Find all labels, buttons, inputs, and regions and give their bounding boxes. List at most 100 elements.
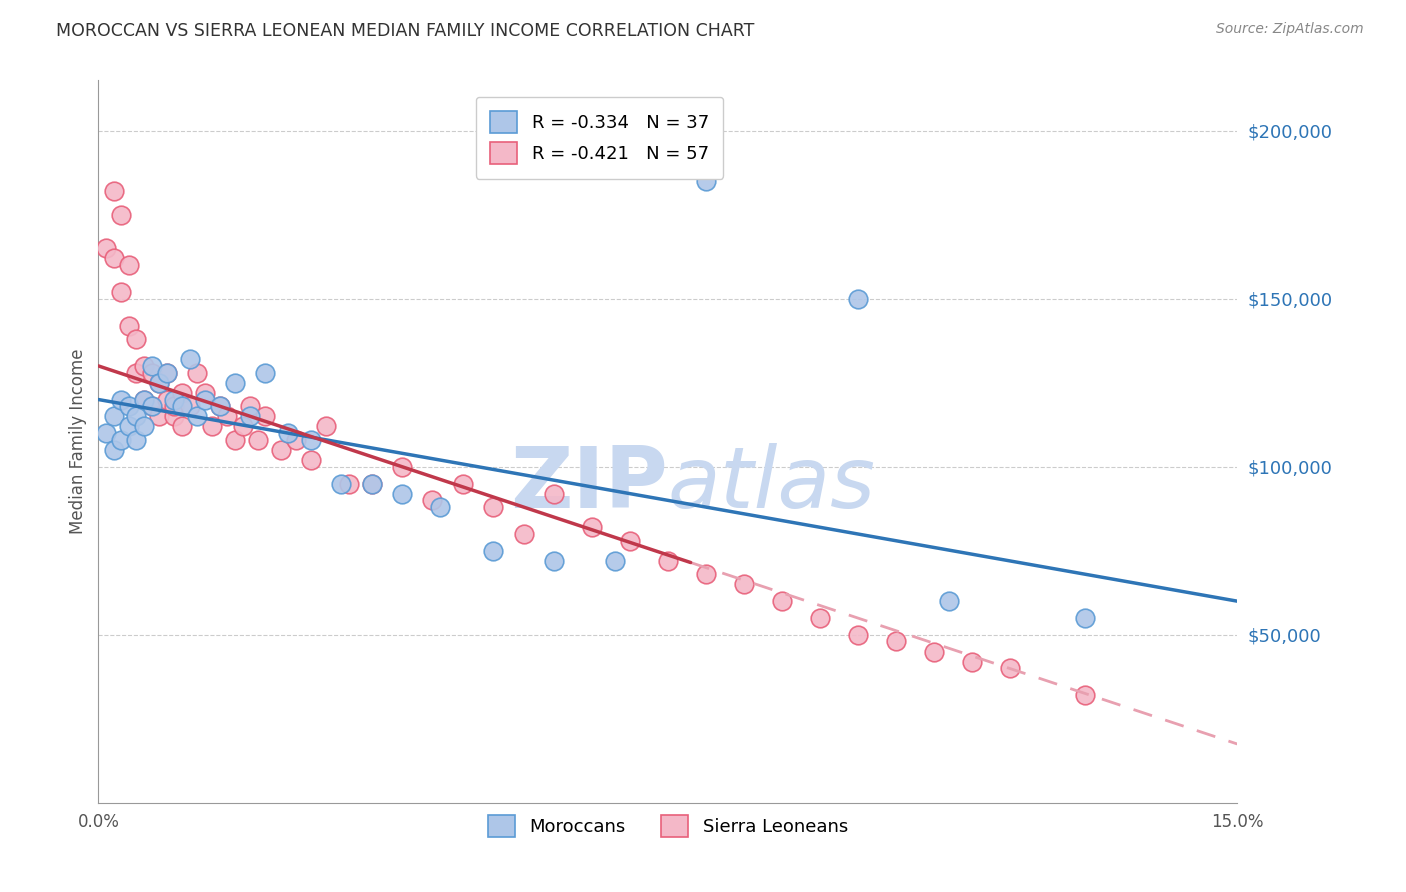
Point	[246, 433, 269, 447]
Point	[125, 332, 148, 346]
Point	[118, 399, 141, 413]
Point	[299, 453, 322, 467]
Point	[422, 493, 444, 508]
Point	[148, 376, 170, 390]
Point	[148, 409, 170, 424]
Point	[299, 433, 322, 447]
Point	[482, 543, 505, 558]
Point	[170, 419, 193, 434]
Text: MOROCCAN VS SIERRA LEONEAN MEDIAN FAMILY INCOME CORRELATION CHART: MOROCCAN VS SIERRA LEONEAN MEDIAN FAMILY…	[56, 22, 755, 40]
Point	[132, 359, 155, 373]
Point	[186, 409, 208, 424]
Point	[224, 376, 246, 390]
Point	[110, 208, 132, 222]
Point	[179, 352, 201, 367]
Point	[360, 476, 382, 491]
Point	[170, 385, 193, 400]
Point	[695, 567, 717, 582]
Point	[998, 661, 1021, 675]
Point	[110, 433, 132, 447]
Point	[156, 392, 179, 407]
Point	[232, 419, 254, 434]
Point	[337, 476, 360, 491]
Point	[103, 252, 125, 266]
Point	[118, 258, 141, 272]
Point	[938, 594, 960, 608]
Point	[846, 292, 869, 306]
Point	[163, 409, 186, 424]
Point	[125, 433, 148, 447]
Point	[482, 500, 505, 514]
Point	[543, 554, 565, 568]
Point	[194, 385, 217, 400]
Point	[922, 644, 945, 658]
Point	[132, 392, 155, 407]
Point	[315, 419, 337, 434]
Point	[125, 409, 148, 424]
Point	[603, 554, 626, 568]
Point	[132, 419, 155, 434]
Point	[543, 486, 565, 500]
Point	[156, 366, 179, 380]
Point	[186, 366, 208, 380]
Point	[270, 442, 292, 457]
Point	[179, 399, 201, 413]
Point	[1074, 688, 1097, 702]
Point	[391, 459, 413, 474]
Legend: Moroccans, Sierra Leoneans: Moroccans, Sierra Leoneans	[481, 808, 855, 845]
Point	[103, 409, 125, 424]
Text: ZIP: ZIP	[510, 443, 668, 526]
Point	[217, 409, 239, 424]
Point	[330, 476, 353, 491]
Point	[194, 392, 217, 407]
Point	[239, 409, 262, 424]
Point	[141, 399, 163, 413]
Point	[239, 399, 262, 413]
Point	[695, 174, 717, 188]
Point	[156, 366, 179, 380]
Point	[141, 359, 163, 373]
Point	[808, 611, 831, 625]
Point	[277, 426, 299, 441]
Point	[170, 399, 193, 413]
Point	[94, 426, 117, 441]
Point	[254, 409, 277, 424]
Point	[94, 241, 117, 255]
Point	[284, 433, 307, 447]
Point	[657, 554, 679, 568]
Point	[360, 476, 382, 491]
Point	[141, 366, 163, 380]
Point	[208, 399, 231, 413]
Point	[254, 366, 277, 380]
Point	[451, 476, 474, 491]
Point	[103, 184, 125, 198]
Y-axis label: Median Family Income: Median Family Income	[69, 349, 87, 534]
Point	[148, 376, 170, 390]
Point	[125, 366, 148, 380]
Point	[201, 419, 224, 434]
Point	[132, 392, 155, 407]
Point	[163, 399, 186, 413]
Point	[960, 655, 983, 669]
Point	[846, 628, 869, 642]
Point	[733, 577, 755, 591]
Point	[429, 500, 451, 514]
Point	[581, 520, 603, 534]
Point	[1074, 611, 1097, 625]
Point	[141, 399, 163, 413]
Point	[110, 285, 132, 299]
Point	[110, 392, 132, 407]
Point	[884, 634, 907, 648]
Point	[103, 442, 125, 457]
Point	[118, 419, 141, 434]
Point	[619, 533, 641, 548]
Text: Source: ZipAtlas.com: Source: ZipAtlas.com	[1216, 22, 1364, 37]
Point	[224, 433, 246, 447]
Point	[391, 486, 413, 500]
Point	[208, 399, 231, 413]
Point	[512, 527, 534, 541]
Point	[163, 392, 186, 407]
Point	[118, 318, 141, 333]
Point	[770, 594, 793, 608]
Text: atlas: atlas	[668, 443, 876, 526]
